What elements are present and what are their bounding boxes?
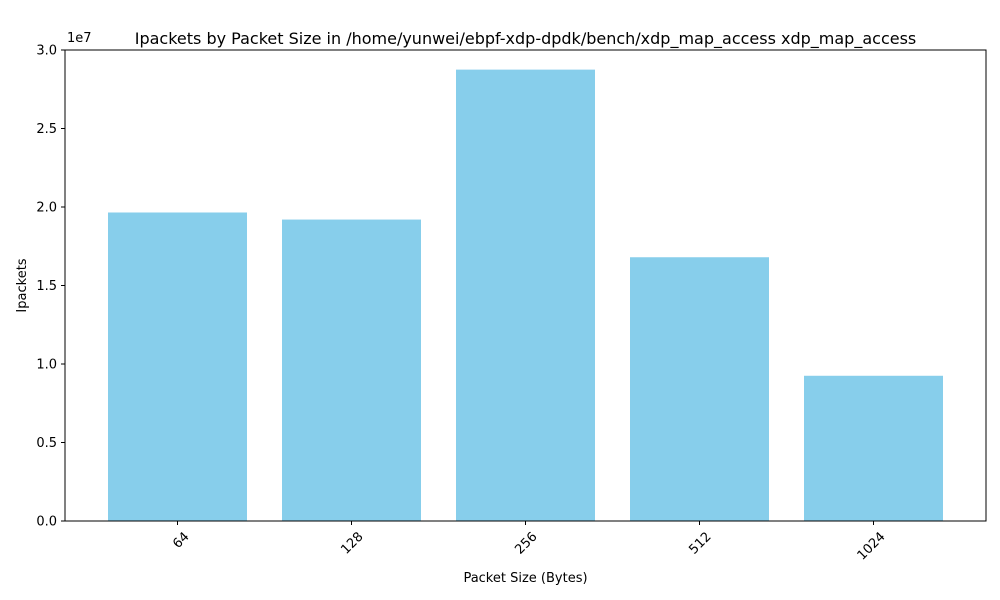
y-tick-label: 0.5 [36,436,57,451]
bars-group [108,69,943,521]
bar-128 [282,219,421,521]
x-axis-title: Packet Size (Bytes) [463,571,587,586]
y-tick-label: 3.0 [36,44,57,59]
y-tick-label: 1.5 [36,279,57,294]
y-tick-label: 1.0 [36,358,57,373]
chart-title: Ipackets by Packet Size in /home/yunwei/… [135,29,917,49]
bar-64 [108,212,247,521]
y-axis-title: Ipackets [15,258,30,312]
y-tick-label: 0.0 [36,515,57,530]
y-offset-label: 1e7 [67,31,92,46]
y-tick-label: 2.5 [36,122,57,137]
y-axis: 0.0 0.5 1.0 1.5 2.0 2.5 3.0 [36,44,65,530]
bar-1024 [804,375,943,521]
bar-256 [456,69,595,521]
y-tick-label: 2.0 [36,201,57,216]
plot-frame [64,49,987,522]
bar-512 [630,257,769,521]
